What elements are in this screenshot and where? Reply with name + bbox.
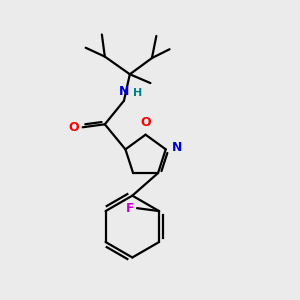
Text: F: F (126, 202, 135, 215)
Text: H: H (134, 88, 142, 98)
Text: N: N (172, 141, 183, 154)
Text: N: N (119, 85, 130, 98)
Text: O: O (69, 121, 79, 134)
Text: O: O (140, 116, 151, 129)
